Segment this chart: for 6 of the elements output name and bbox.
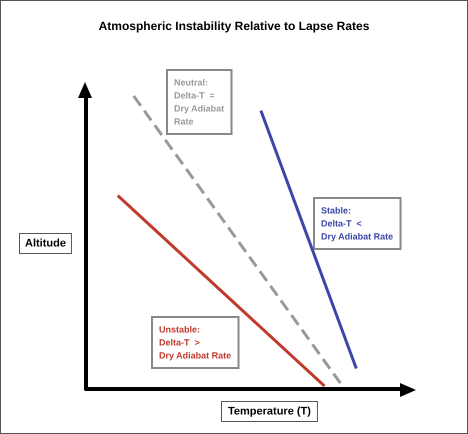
x-axis-title: Temperature (T) <box>228 406 312 418</box>
y-axis-title: Altitude <box>25 238 66 250</box>
chart-title: Atmospheric Instability Relative to Lapse Rates <box>98 19 370 33</box>
annotation: Stable: Delta-T < Dry Adiabat Rate <box>321 206 394 242</box>
annotation: Neutral: Delta-T = Dry Adiabat Rate <box>174 78 224 126</box>
annotation: Unstable: Delta-T > Dry Adiabat Rate <box>159 324 232 360</box>
